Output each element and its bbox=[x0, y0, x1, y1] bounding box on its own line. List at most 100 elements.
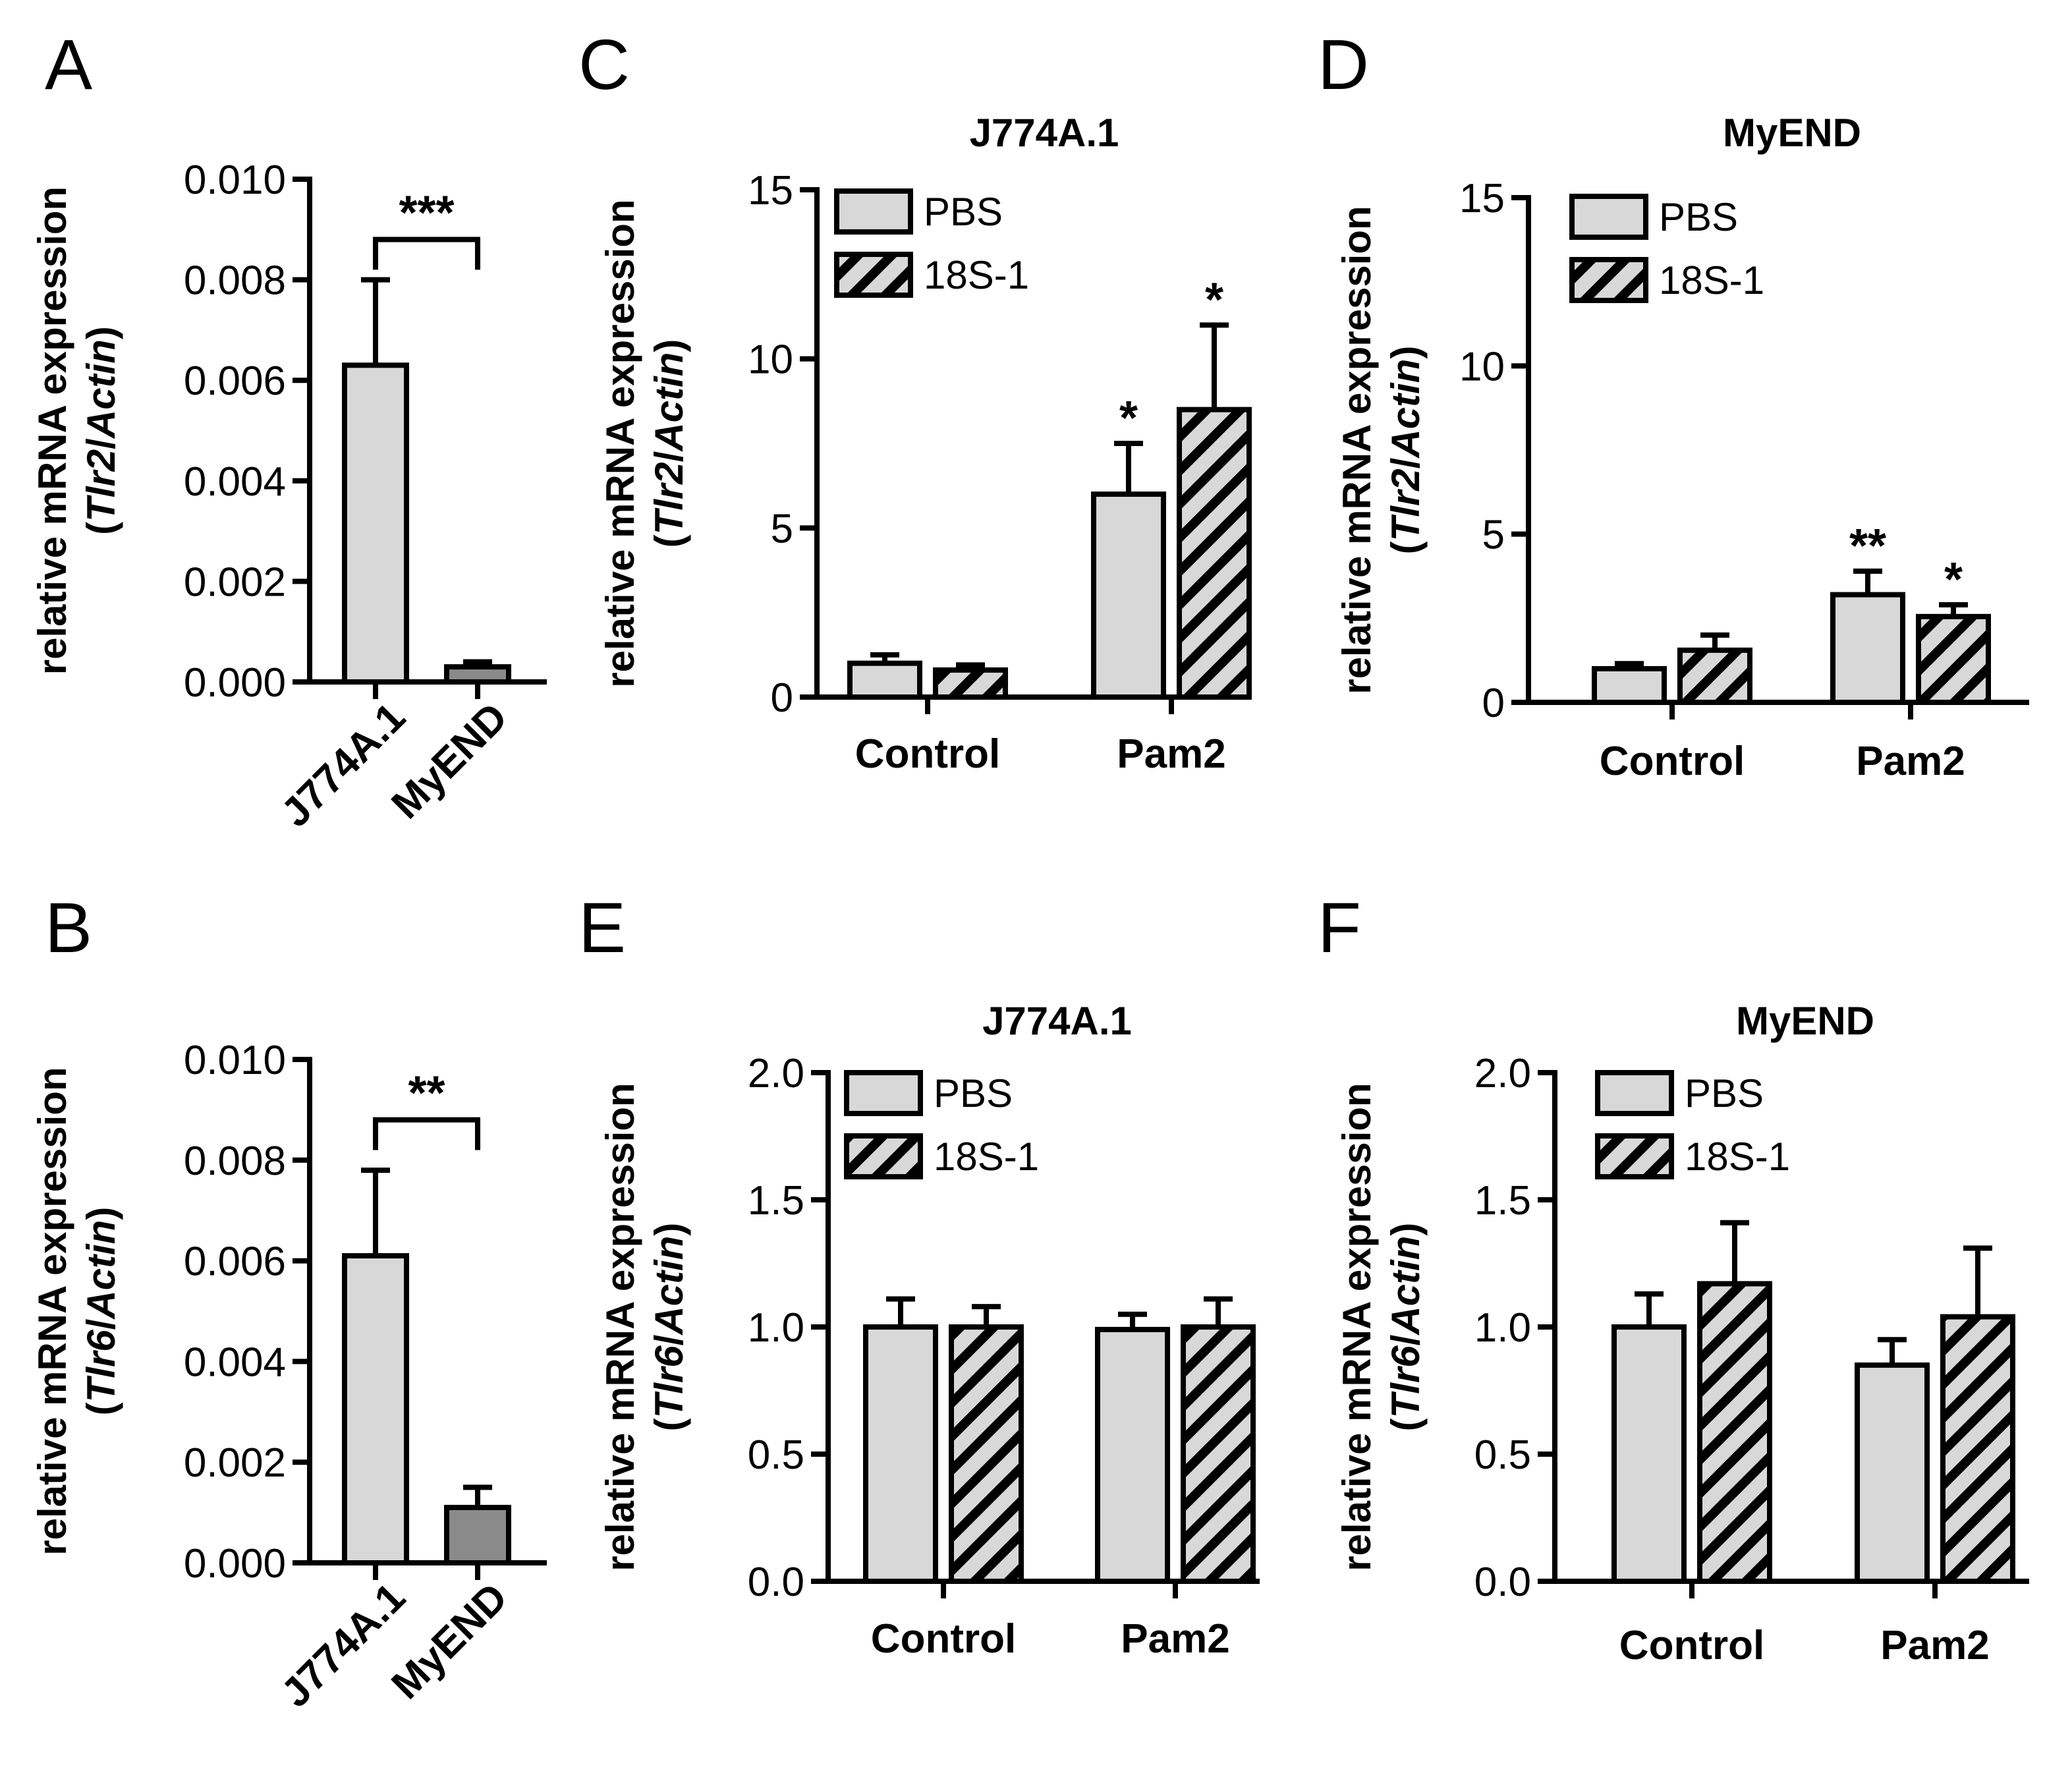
y-axis-title: relative mRNA expression bbox=[1335, 1083, 1379, 1571]
bar bbox=[1697, 1281, 1772, 1584]
bar bbox=[1916, 613, 1991, 706]
y-tick-label: 0 bbox=[1482, 681, 1505, 726]
y-tick-label: 0.5 bbox=[1474, 1432, 1531, 1478]
legend-label: 18S-1 bbox=[934, 1135, 1039, 1179]
y-tick-label: 1.0 bbox=[1474, 1305, 1531, 1351]
panel-e-plot: 0.0 0.5 1.0 1.5 2.0 relative mRNA expression(… bbox=[598, 999, 1260, 1662]
legend-swatch bbox=[1569, 194, 1648, 240]
y-tick-label: 0.000 bbox=[184, 660, 286, 706]
panel-a-plot: 0.000 0.002 0.004 0.006 0.008 0.010 relative m… bbox=[30, 157, 547, 835]
bar bbox=[1592, 665, 1667, 706]
x-tick-label: Pam2 bbox=[1856, 739, 1965, 784]
panel-a: A 0.000 0.002 0.004 0.006 0.008 0.010 relative… bbox=[30, 24, 547, 835]
bar bbox=[847, 660, 922, 700]
bar bbox=[1677, 647, 1752, 706]
y-tick-label: 0.004 bbox=[184, 1339, 286, 1385]
significance-label: ** bbox=[408, 1067, 445, 1120]
y-axis-subtitle: (Tlr6/Actin) bbox=[647, 1223, 691, 1432]
panel-c-plot: 0 5 10 15 relative mRNA expression (Tlr2/Acti… bbox=[598, 111, 1252, 777]
y-tick-label: 1.5 bbox=[748, 1178, 804, 1224]
y-tick-label: 2.0 bbox=[1474, 1051, 1531, 1096]
y-tick-label: 1.0 bbox=[748, 1305, 804, 1351]
y-axis-title: relative mRNA expression bbox=[30, 186, 74, 675]
legend-swatch bbox=[1595, 1070, 1674, 1116]
y-axis-subtitle: (Tlr2/Actin) bbox=[647, 339, 691, 548]
x-tick-label: Pam2 bbox=[1117, 731, 1225, 777]
panel-letter-b: B bbox=[45, 888, 92, 967]
bar bbox=[1091, 492, 1166, 700]
y-axis-title: relative mRNA expression bbox=[30, 1067, 74, 1555]
legend-swatch bbox=[844, 1133, 923, 1179]
x-tick-label: Control bbox=[1619, 1623, 1764, 1668]
bar bbox=[933, 667, 1008, 700]
panel-letter-d: D bbox=[1318, 24, 1369, 104]
significance-label: *** bbox=[399, 187, 454, 240]
y-tick-label: 0.004 bbox=[184, 459, 286, 505]
panel-letter-e: E bbox=[578, 888, 626, 967]
legend-swatch bbox=[1569, 257, 1648, 303]
panel-c: C 0 5 10 15 relative mRNA expression (Tlr2/Ac… bbox=[578, 24, 1252, 777]
significance-label: * bbox=[1205, 273, 1223, 326]
panel-letter-f: F bbox=[1318, 888, 1361, 967]
y-tick-label: 0.010 bbox=[184, 1038, 286, 1083]
bar bbox=[1855, 1362, 1930, 1584]
y-tick-label: 1.5 bbox=[1474, 1178, 1531, 1224]
x-tick-label: MyEND bbox=[383, 694, 516, 828]
x-tick-label: Control bbox=[1600, 739, 1745, 784]
bar bbox=[342, 362, 409, 685]
panel-d: D 0 5 10 15 relative mRNA expression (Tlr2/Ac… bbox=[1318, 24, 2029, 784]
x-tick-label: Control bbox=[871, 1616, 1016, 1662]
legend-swatch bbox=[844, 1070, 923, 1116]
y-tick-label: 0 bbox=[771, 675, 793, 721]
y-tick-label: 0.0 bbox=[1474, 1560, 1531, 1605]
legend-swatch bbox=[1595, 1133, 1674, 1179]
panel-f-plot: 0.0 0.5 1.0 1.5 2.0 relative mRNA expression(… bbox=[1335, 999, 2029, 1668]
panel-letter-c: C bbox=[578, 24, 630, 104]
y-tick-label: 10 bbox=[748, 337, 793, 383]
y-tick-label: 15 bbox=[1459, 176, 1505, 221]
legend-swatch bbox=[834, 188, 913, 235]
y-axis-subtitle: (Tlr6/Actin) bbox=[79, 1207, 123, 1416]
bar bbox=[444, 1504, 511, 1565]
panel-f: F 0.0 0.5 1.0 1.5 2.0 relative mRNA expressio… bbox=[1318, 888, 2029, 1668]
significance-bracket bbox=[373, 237, 480, 270]
significance-label: * bbox=[1119, 392, 1138, 445]
bar bbox=[1830, 592, 1905, 705]
significance-label: * bbox=[1944, 553, 1963, 606]
legend-label: PBS bbox=[1659, 195, 1738, 239]
bar bbox=[1611, 1324, 1687, 1584]
y-axis-title: relative mRNA expression bbox=[598, 199, 642, 687]
bar bbox=[1177, 407, 1252, 700]
y-tick-label: 0.006 bbox=[184, 1239, 286, 1285]
y-tick-label: 2.0 bbox=[748, 1051, 804, 1096]
chart-title: MyEND bbox=[1723, 111, 1861, 155]
y-tick-label: 0.006 bbox=[184, 358, 286, 404]
legend-label: 18S-1 bbox=[1685, 1135, 1790, 1179]
bar bbox=[863, 1324, 938, 1584]
y-tick-label: 10 bbox=[1459, 344, 1505, 389]
x-tick-label: Pam2 bbox=[1880, 1623, 1989, 1668]
legend-label: 18S-1 bbox=[924, 253, 1029, 297]
y-axis-subtitle: (Tlr6/Actin) bbox=[1384, 1223, 1428, 1432]
x-tick-label: Pam2 bbox=[1121, 1616, 1229, 1662]
x-tick-label: J774A.1 bbox=[273, 694, 414, 836]
panel-b: B 0.000 0.002 0.004 0.006 0.008 0.010 relative… bbox=[30, 888, 547, 1716]
bar bbox=[1095, 1326, 1170, 1584]
panel-letter-a: A bbox=[45, 24, 92, 104]
x-tick-label: MyEND bbox=[383, 1575, 516, 1708]
legend-label: PBS bbox=[1685, 1071, 1764, 1115]
y-tick-label: 0.000 bbox=[184, 1541, 286, 1587]
bar bbox=[1940, 1314, 2015, 1585]
y-axis-title: relative mRNA expression bbox=[598, 1083, 642, 1571]
chart-title: J774A.1 bbox=[982, 999, 1132, 1043]
chart-title: J774A.1 bbox=[970, 111, 1119, 155]
legend-label: 18S-1 bbox=[1659, 258, 1764, 302]
bar bbox=[1181, 1324, 1256, 1584]
y-tick-label: 5 bbox=[771, 506, 793, 551]
bar bbox=[342, 1253, 409, 1565]
y-axis-title: relative mRNA expression bbox=[1335, 206, 1379, 694]
chart-title: MyEND bbox=[1736, 999, 1874, 1043]
bar bbox=[444, 664, 511, 685]
y-tick-label: 15 bbox=[748, 168, 793, 213]
